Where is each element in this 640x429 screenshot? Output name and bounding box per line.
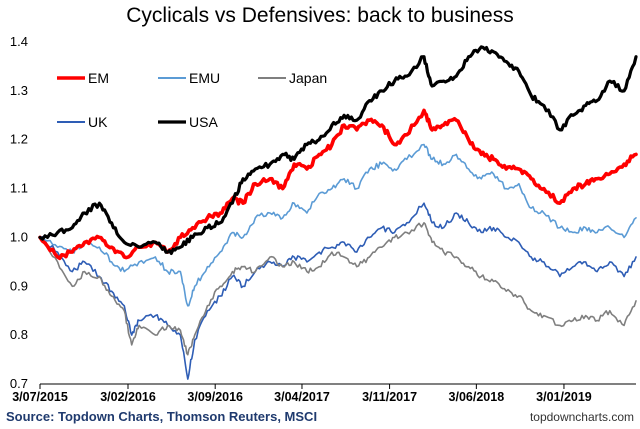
x-tick-label-4: 3/11/2017 [362, 390, 417, 404]
legend: EM EMU Japan UK USA [57, 70, 327, 130]
series-lines [38, 45, 638, 380]
y-tick-label-7: 1.4 [10, 34, 28, 49]
series-line-emu [39, 143, 637, 307]
series-line-uk [39, 202, 637, 380]
y-tick-label-2: 0.9 [10, 278, 28, 293]
chart-title: Cyclicals vs Defensives: back to busines… [126, 4, 514, 27]
legend-label-uk: UK [88, 114, 108, 130]
x-tick-label-6: 3/01/2019 [536, 390, 592, 404]
y-tick-label-3: 1.0 [10, 229, 28, 244]
y-axis-ticks: 0.7 0.8 0.9 1.0 1.1 1.2 1.3 1.4 [10, 34, 28, 391]
credit-label: topdowncharts.com [530, 410, 634, 424]
series-line-em [38, 108, 638, 261]
y-tick-label-0: 0.7 [10, 376, 28, 391]
x-tick-label-3: 3/04/2017 [274, 390, 330, 404]
x-tick-label-0: 3/07/2015 [12, 390, 68, 404]
legend-label-em: EM [88, 70, 109, 86]
series-line-japan [39, 222, 637, 356]
x-axis: 3/07/2015 3/02/2016 3/09/2016 3/04/2017 3/11… [12, 383, 636, 404]
x-tick-label-5: 3/06/2018 [449, 390, 505, 404]
legend-label-emu: EMU [189, 70, 220, 86]
series-line-usa [38, 45, 638, 255]
y-tick-label-1: 0.8 [10, 327, 28, 342]
y-tick-label-6: 1.3 [10, 83, 28, 98]
legend-label-usa: USA [189, 114, 218, 130]
x-tick-label-1: 3/02/2016 [100, 390, 156, 404]
y-tick-label-4: 1.1 [10, 181, 28, 196]
x-tick-label-2: 3/09/2016 [187, 390, 243, 404]
source-note: Source: Topdown Charts, Thomson Reuters,… [6, 409, 317, 424]
legend-label-japan: Japan [289, 70, 327, 86]
y-tick-label-5: 1.2 [10, 132, 28, 147]
